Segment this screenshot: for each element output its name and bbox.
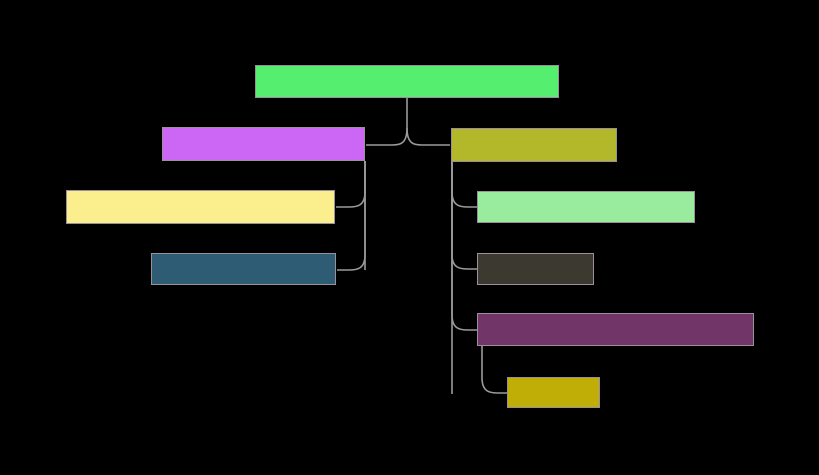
node-left-child-1[interactable] [66, 190, 335, 224]
link-child3-stem [481, 346, 508, 394]
node-root[interactable] [255, 65, 559, 98]
node-left-branch[interactable] [162, 127, 365, 161]
link-root-to-left [366, 127, 408, 146]
node-left-child-2[interactable] [151, 253, 336, 285]
node-right-child-3[interactable] [477, 313, 754, 346]
link-left-to-child2 [337, 161, 366, 271]
link-root-to-right [406, 127, 450, 146]
node-right-child-2[interactable] [477, 253, 594, 285]
node-right-child-1[interactable] [477, 191, 695, 223]
link-right-to-child2 [451, 162, 477, 270]
node-right-grandchild-1[interactable] [507, 377, 600, 408]
link-left-to-child1 [336, 161, 366, 208]
link-right-to-child1 [451, 162, 477, 208]
link-right-to-child3 [451, 162, 477, 331]
node-right-branch[interactable] [451, 128, 617, 162]
